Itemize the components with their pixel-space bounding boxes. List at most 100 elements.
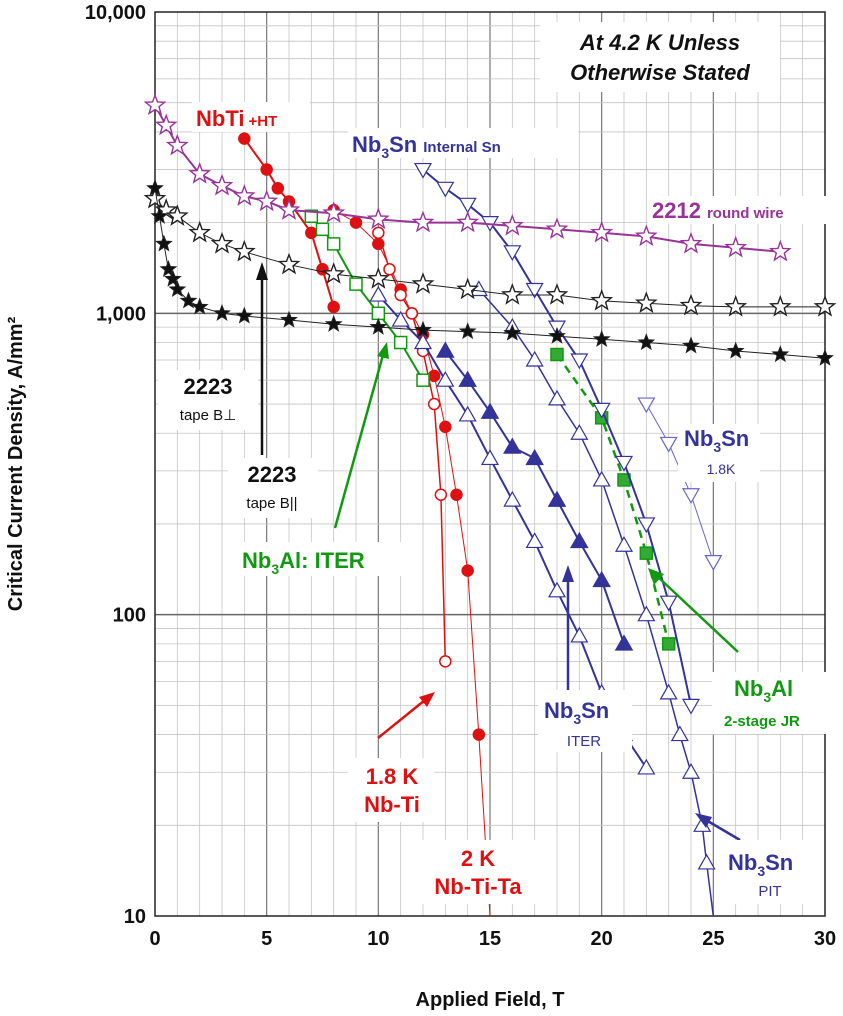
label-bg-nb3al-iter bbox=[238, 542, 418, 576]
label-nb3sn-18k-note: 1.8K bbox=[707, 461, 736, 477]
data-point bbox=[322, 262, 346, 284]
data-point bbox=[324, 314, 343, 332]
data-point bbox=[391, 310, 410, 327]
label-2223-perp-note: tape B⊥ bbox=[180, 407, 236, 424]
label-nbtita-l2: Nb-Ti-Ta bbox=[434, 874, 522, 899]
series-1-8-k-nb-ti bbox=[372, 226, 452, 668]
data-point bbox=[816, 348, 834, 366]
data-point bbox=[480, 402, 500, 419]
data-point bbox=[659, 595, 678, 612]
data-point bbox=[547, 581, 567, 598]
data-point bbox=[232, 239, 256, 262]
data-point bbox=[458, 370, 477, 387]
data-point bbox=[503, 437, 522, 454]
data-point bbox=[213, 303, 231, 321]
data-point bbox=[280, 310, 298, 328]
data-point bbox=[439, 420, 452, 434]
data-point bbox=[480, 449, 500, 466]
series-labels: NbTi +HT Nb3Sn Internal Sn 2212 round wire … bbox=[158, 102, 837, 904]
series-nb3sn-1-8k bbox=[637, 397, 723, 571]
data-point bbox=[500, 213, 524, 236]
data-point bbox=[614, 455, 634, 472]
series-nb3sn-iter bbox=[436, 341, 634, 651]
label-bg-nb3sn-18k bbox=[678, 424, 760, 482]
data-point bbox=[458, 322, 477, 340]
label-nb3sn-iter: Nb3Sn bbox=[544, 698, 609, 727]
label-2223-par-note: tape B|| bbox=[246, 495, 297, 512]
data-point bbox=[165, 133, 189, 156]
data-point bbox=[614, 634, 634, 651]
arrowhead-nbti-18k bbox=[419, 692, 435, 707]
data-point bbox=[179, 291, 198, 309]
data-point bbox=[637, 517, 656, 534]
y-tick-label: 1,000 bbox=[96, 303, 146, 325]
data-point bbox=[188, 220, 212, 243]
data-point bbox=[371, 306, 386, 321]
data-point bbox=[163, 269, 182, 287]
data-point bbox=[637, 758, 656, 775]
x-tick-label: 5 bbox=[261, 928, 272, 950]
data-point bbox=[190, 297, 209, 315]
data-point bbox=[679, 231, 703, 254]
data-point bbox=[436, 370, 455, 387]
x-tick-label: 20 bbox=[591, 928, 613, 950]
title-box bbox=[540, 22, 780, 92]
label-bg-nb3sn-internal bbox=[348, 128, 578, 158]
data-point bbox=[154, 234, 173, 252]
data-point bbox=[427, 369, 441, 383]
series-layer bbox=[143, 93, 837, 917]
data-point bbox=[768, 239, 792, 262]
x-tick-label: 0 bbox=[149, 928, 160, 950]
annotation-arrows bbox=[256, 262, 741, 842]
data-point bbox=[726, 341, 745, 359]
tick-labels: 0 5 10 15 20 25 30 10 100 1,000 10,000 bbox=[85, 2, 836, 950]
data-point bbox=[277, 198, 301, 220]
data-point bbox=[614, 536, 634, 552]
data-point bbox=[592, 570, 611, 588]
label-bg-2223-perp bbox=[158, 370, 258, 430]
label-2223-perp-num: 2223 bbox=[184, 374, 233, 399]
data-point bbox=[461, 564, 474, 577]
arrowhead-nb3al-iter bbox=[377, 342, 389, 359]
data-point bbox=[637, 333, 656, 351]
data-point bbox=[634, 224, 658, 247]
data-point bbox=[681, 698, 701, 715]
data-point bbox=[525, 282, 544, 299]
series-2223-tape-b- bbox=[143, 186, 837, 317]
data-point bbox=[434, 488, 448, 502]
arrowhead-nb3al-jr bbox=[648, 568, 664, 585]
data-point bbox=[670, 725, 689, 742]
data-point bbox=[768, 294, 792, 317]
arrowhead-nb3sn-pit bbox=[695, 813, 712, 828]
data-point bbox=[322, 201, 346, 223]
label-nb3sn-18k: Nb3Sn bbox=[684, 426, 749, 455]
arrow-nbti-18k bbox=[377, 699, 426, 739]
y-tick-label: 10 bbox=[124, 906, 146, 928]
data-point bbox=[503, 490, 522, 507]
y-axis-label: Critical Current Density, A/mm² bbox=[5, 316, 27, 611]
data-point bbox=[411, 272, 435, 294]
data-point bbox=[500, 282, 524, 305]
arrow-nb3al-jr bbox=[657, 576, 739, 653]
data-point bbox=[271, 182, 285, 195]
data-point bbox=[411, 210, 435, 233]
data-point bbox=[570, 531, 589, 549]
data-point bbox=[369, 317, 388, 335]
y-tick-label: 100 bbox=[113, 605, 146, 627]
data-point bbox=[525, 448, 544, 466]
label-bg-nb3al-jr bbox=[712, 672, 837, 734]
label-nbtita-l1: 2 K bbox=[461, 846, 495, 871]
label-nb3al-jr-note: 2-stage JR bbox=[724, 713, 800, 730]
data-point bbox=[165, 204, 189, 226]
data-point bbox=[682, 336, 700, 354]
data-point bbox=[724, 235, 748, 258]
label-bg-nb3sn-iter bbox=[538, 690, 632, 752]
data-point bbox=[570, 424, 589, 440]
series-2223-tape-b- bbox=[146, 178, 834, 366]
data-point bbox=[159, 259, 178, 277]
data-point bbox=[525, 532, 544, 549]
data-point bbox=[414, 320, 432, 338]
data-point bbox=[255, 189, 279, 212]
data-point bbox=[681, 488, 701, 504]
